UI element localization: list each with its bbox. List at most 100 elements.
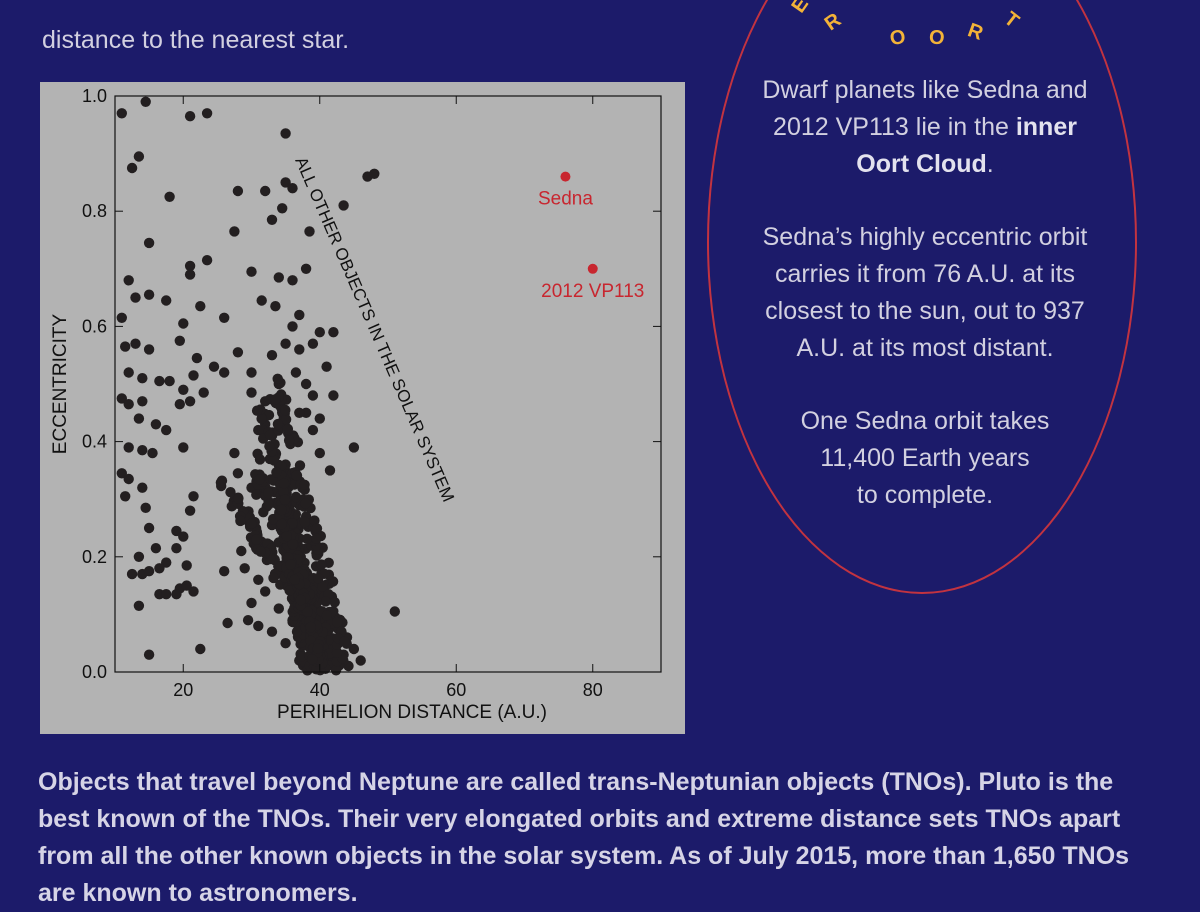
- data-point: [305, 621, 316, 633]
- data-point: [301, 533, 313, 544]
- data-point: [338, 636, 350, 647]
- data-point: [198, 387, 209, 398]
- data-point: [270, 394, 281, 405]
- data-point: [280, 638, 291, 649]
- intro-text: distance to the nearest star.: [42, 0, 682, 58]
- data-point: [171, 589, 182, 600]
- data-point: [304, 226, 315, 237]
- data-point: [300, 263, 312, 274]
- oval-p1-line3: Oort Cloud.: [856, 150, 994, 178]
- data-point: [276, 504, 287, 516]
- data-point: [266, 626, 278, 637]
- data-point: [120, 341, 131, 352]
- data-point: [253, 574, 264, 585]
- data-point: [236, 545, 247, 557]
- y-tick-label: 0.0: [82, 662, 107, 682]
- data-point: [116, 312, 128, 323]
- data-point: [285, 559, 296, 570]
- data-point: [263, 487, 274, 499]
- data-point: [266, 350, 278, 361]
- data-point: [140, 96, 151, 107]
- data-point: [188, 491, 199, 502]
- data-point: [219, 312, 230, 323]
- data-point: [133, 413, 145, 424]
- intro-line: distance to the nearest star.: [42, 26, 350, 54]
- data-point: [116, 108, 128, 119]
- data-point: [254, 474, 265, 485]
- oval-paragraph-1: Dwarf planets like Sedna and 2012 VP113 …: [725, 72, 1125, 183]
- highlight-label: 2012 VP113: [541, 281, 644, 302]
- x-axis-label: PERIHELION DISTANCE (A.U.): [277, 702, 547, 723]
- data-point: [280, 338, 291, 349]
- data-point: [133, 600, 145, 611]
- data-point: [264, 429, 276, 441]
- data-point: [133, 551, 145, 562]
- data-point: [246, 518, 257, 529]
- data-point: [278, 478, 290, 489]
- data-point: [266, 214, 278, 225]
- data-point: [184, 269, 196, 280]
- data-point: [251, 534, 262, 545]
- data-point: [329, 597, 340, 608]
- data-point: [143, 522, 155, 534]
- data-point: [253, 620, 264, 632]
- data-point: [328, 327, 339, 338]
- data-point: [123, 275, 134, 286]
- data-point: [116, 468, 128, 479]
- data-point: [133, 151, 145, 162]
- data-point: [161, 557, 172, 568]
- data-point: [188, 586, 199, 597]
- data-point: [277, 203, 288, 214]
- data-point: [369, 168, 380, 179]
- x-tick-label: 20: [173, 680, 193, 700]
- data-point: [161, 589, 172, 600]
- data-point: [311, 533, 322, 544]
- data-point: [232, 468, 244, 479]
- data-point: [289, 574, 300, 585]
- data-point: [123, 473, 134, 485]
- data-point: [120, 491, 131, 502]
- data-point: [178, 318, 189, 329]
- data-point: [246, 266, 257, 277]
- data-point: [222, 617, 233, 629]
- data-point: [280, 414, 292, 425]
- data-point: [280, 404, 291, 416]
- data-point: [324, 465, 336, 476]
- data-point: [287, 518, 298, 529]
- data-point: [300, 498, 311, 509]
- data-point: [273, 272, 284, 283]
- data-point: [123, 442, 134, 453]
- data-point: [251, 405, 263, 416]
- points-layer: [116, 96, 400, 676]
- data-point: [201, 108, 213, 119]
- data-point: [287, 183, 298, 194]
- data-point: [229, 226, 240, 237]
- plot-frame: [114, 95, 662, 673]
- data-point: [328, 390, 339, 401]
- data-point: [184, 111, 196, 122]
- data-point: [283, 435, 295, 446]
- data-point: [188, 370, 199, 381]
- data-point: [178, 442, 189, 453]
- data-point: [184, 260, 196, 272]
- data-point: [273, 603, 284, 614]
- data-point: [215, 477, 227, 488]
- data-point: [184, 396, 196, 407]
- data-point: [171, 525, 182, 537]
- oval-paragraph-2: Sedna’s highly eccentric orbit carries i…: [762, 223, 1088, 362]
- data-point: [299, 516, 310, 528]
- data-point: [178, 531, 189, 542]
- data-point: [290, 491, 302, 503]
- data-point: [280, 177, 291, 188]
- x-tick-label: 60: [446, 680, 466, 700]
- oval-p1-line1: Dwarf planets like Sedna and: [762, 76, 1088, 104]
- data-point: [280, 128, 291, 139]
- data-point: [258, 507, 269, 518]
- data-point: [290, 367, 302, 378]
- data-point: [307, 654, 318, 665]
- data-point: [219, 566, 230, 577]
- data-point: [294, 344, 305, 355]
- data-point: [291, 470, 302, 481]
- data-point: [201, 255, 213, 266]
- data-point: [313, 573, 324, 584]
